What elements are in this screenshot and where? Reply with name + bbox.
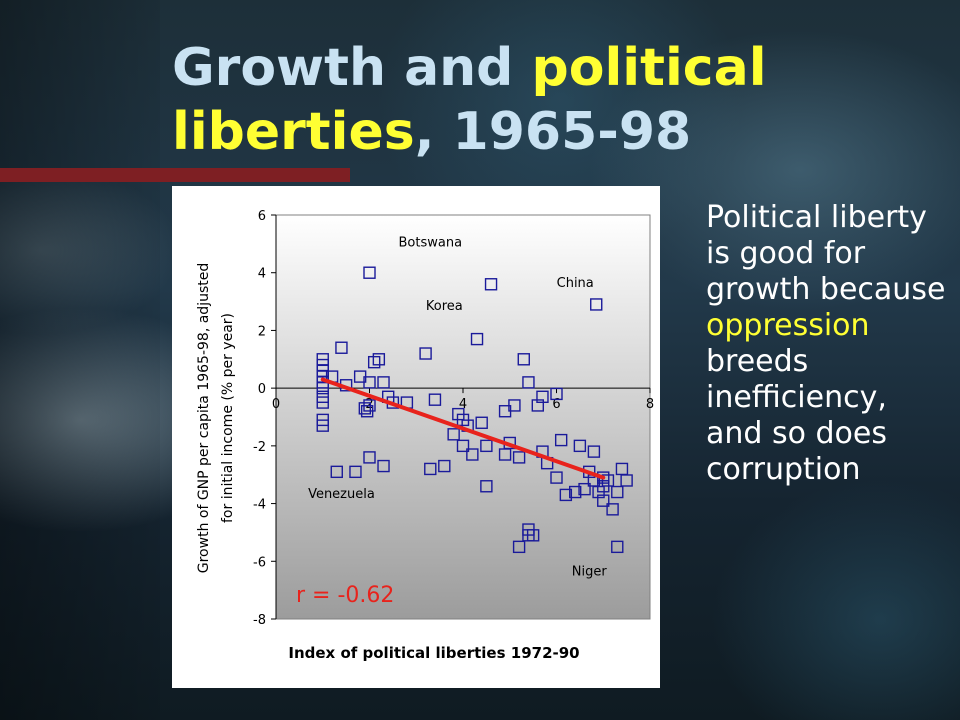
side-text-part-1: Political liberty is good for growth bec… (706, 200, 946, 307)
data-point (363, 399, 376, 412)
data-point (559, 488, 573, 502)
data-point (597, 494, 610, 507)
annotation-label: Niger (572, 565, 608, 580)
data-point (620, 474, 633, 487)
scatter-chart: 6 4 2 0 -2 -4 -6 -8 0 2 4 6 8 Botswana Korea China Ven… (196, 209, 654, 662)
accent-bar (0, 168, 350, 182)
data-point (611, 540, 624, 554)
y-tick-label: -4 (253, 498, 266, 513)
data-point (349, 465, 362, 479)
title-part-4: , 1965-98 (414, 102, 692, 162)
y-tick-label: -8 (253, 613, 266, 628)
data-point (367, 355, 381, 369)
data-point (536, 390, 549, 404)
data-point (569, 485, 582, 499)
scatter-chart-panel: 6 4 2 0 -2 -4 -6 -8 0 2 4 6 8 Botswana Korea China Ven… (172, 186, 660, 688)
data-point (316, 381, 329, 395)
x-tick-label: 4 (459, 397, 467, 412)
x-axis: 0 2 4 6 8 (272, 387, 654, 412)
correlation-label: r = -0.62 (296, 583, 394, 608)
data-point (601, 474, 615, 487)
data-point (363, 376, 376, 389)
data-point (573, 439, 587, 453)
y-tick-label: 6 (258, 209, 266, 224)
data-point (512, 451, 526, 464)
data-point (447, 428, 460, 441)
trend-line (320, 377, 606, 480)
x-tick-label: 8 (646, 397, 654, 412)
x-tick-label: 0 (272, 397, 280, 412)
y-axis-label-line-1: Growth of GNP per capita 1965-98, adjust… (196, 263, 212, 573)
y-axis: 6 4 2 0 -2 -4 -6 -8 (253, 209, 277, 628)
data-point (377, 459, 390, 473)
side-commentary: Political liberty is good for growth bec… (706, 200, 946, 488)
data-point (316, 396, 329, 409)
data-point (316, 419, 329, 432)
data-points (316, 266, 633, 554)
data-point (419, 347, 432, 360)
x-axis-label: Index of political liberties 1972-90 (288, 644, 579, 662)
slide-title: Growth and political liberties, 1965-98 (172, 36, 932, 164)
data-point (470, 332, 484, 346)
data-point (578, 482, 591, 496)
data-point (531, 399, 544, 412)
data-point (611, 485, 624, 499)
y-tick-label: -2 (253, 440, 266, 455)
data-point (475, 416, 488, 429)
data-point (438, 459, 451, 473)
plot-area (275, 214, 651, 620)
left-background-strip (0, 0, 160, 720)
data-point (550, 471, 563, 484)
point-annotations: Botswana Korea China Venezuela Niger (308, 236, 607, 580)
data-point (606, 503, 619, 516)
data-point (512, 540, 526, 554)
data-point (466, 448, 479, 461)
annotation-label: China (557, 276, 594, 291)
data-point (363, 451, 376, 464)
x-tick-label: 2 (365, 397, 373, 412)
x-tick-label: 6 (552, 397, 560, 412)
data-point (517, 353, 530, 366)
data-point (526, 529, 540, 542)
data-point (377, 376, 390, 389)
side-text-part-3: breeds inefficiency, and so does corrupt… (706, 344, 887, 487)
y-axis-label-line-2: for initial income (% per year) (220, 313, 236, 523)
data-point (456, 439, 470, 453)
data-point (372, 353, 386, 366)
y-tick-label: 2 (258, 324, 266, 339)
side-text-highlight-oppression: oppression (706, 308, 870, 343)
data-point (484, 278, 498, 291)
data-point (550, 387, 563, 401)
data-point (554, 433, 568, 447)
data-point (424, 462, 437, 476)
data-point (590, 298, 603, 311)
data-point (358, 402, 372, 415)
data-point (508, 399, 521, 412)
data-point (428, 393, 442, 406)
y-tick-label: 0 (258, 382, 266, 397)
data-point (335, 341, 348, 354)
data-point (522, 376, 535, 389)
data-point (363, 266, 376, 279)
annotation-label: Venezuela (308, 487, 375, 502)
data-point (480, 439, 493, 453)
y-tick-label: -6 (253, 555, 266, 570)
annotation-label: Korea (426, 299, 463, 314)
y-tick-label: 4 (258, 267, 266, 282)
data-point (587, 445, 601, 458)
title-highlight-political: political (531, 38, 767, 98)
annotation-label: Botswana (399, 236, 463, 251)
title-highlight-liberties: liberties (172, 102, 415, 162)
title-part-1: Growth and (172, 38, 532, 98)
data-point (480, 480, 493, 493)
data-point (330, 465, 343, 479)
